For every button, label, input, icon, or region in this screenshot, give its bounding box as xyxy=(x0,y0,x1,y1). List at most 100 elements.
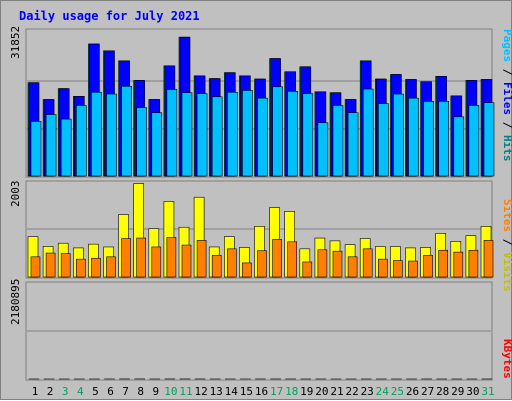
x-tick-label: 14 xyxy=(225,385,239,398)
panel-kbytes: 2180895 KBytes xyxy=(9,279,512,380)
x-tick-label: 7 xyxy=(122,385,129,398)
y-max-label-visits: 2003 xyxy=(9,181,22,208)
bar-pages xyxy=(348,113,358,176)
x-tick-label: 9 xyxy=(152,385,159,398)
bar-pages xyxy=(107,94,117,176)
bar-sites xyxy=(348,257,357,277)
bar-sites xyxy=(107,257,116,277)
bar-pages xyxy=(137,108,147,176)
bar-sites xyxy=(197,240,206,277)
legend-files: Files xyxy=(501,82,512,115)
bar-pages xyxy=(46,115,56,176)
bar-sites xyxy=(227,249,236,277)
bar-sites xyxy=(152,247,161,277)
bar-pages xyxy=(303,94,313,176)
bar-pages xyxy=(469,105,479,176)
x-tick-label: 27 xyxy=(421,385,434,398)
bar-pages xyxy=(258,98,268,176)
panel-hits-files-pages: 31852 Pages / Files / Hits xyxy=(9,26,512,177)
x-tick-label: 10 xyxy=(164,385,177,398)
bar-pages xyxy=(122,86,132,176)
legend-kbytes: KBytes xyxy=(501,339,512,379)
legend-separator: / xyxy=(501,115,512,135)
legend-visits: Visits xyxy=(501,252,512,292)
bar-sites xyxy=(288,242,297,277)
bar-pages xyxy=(31,121,41,176)
bar-sites xyxy=(258,251,267,277)
x-tick-label: 11 xyxy=(179,385,192,398)
x-tick-label: 19 xyxy=(300,385,313,398)
right-legend-text: KBytes xyxy=(501,339,512,379)
x-tick-label: 25 xyxy=(391,385,404,398)
x-tick-label: 2 xyxy=(47,385,54,398)
legend-sites: Sites xyxy=(501,199,512,232)
x-tick-label: 5 xyxy=(92,385,99,398)
bar-pages xyxy=(393,94,403,176)
x-tick-label: 4 xyxy=(77,385,84,398)
x-tick-label: 24 xyxy=(376,385,390,398)
x-tick-label: 18 xyxy=(285,385,298,398)
bar-pages xyxy=(242,90,252,176)
x-tick-label: 29 xyxy=(451,385,464,398)
bar-pages xyxy=(439,101,449,176)
legend-separator: / xyxy=(501,232,512,252)
y-max-label-kbytes: 2180895 xyxy=(9,279,22,325)
bar-pages xyxy=(91,92,101,176)
bar-sites xyxy=(363,249,372,277)
bar-pages xyxy=(424,101,434,176)
bar-pages xyxy=(333,105,343,176)
bar-pages xyxy=(318,123,328,176)
x-tick-label: 20 xyxy=(315,385,328,398)
bar-sites xyxy=(424,255,433,277)
bar-pages xyxy=(227,92,237,176)
x-tick-label: 17 xyxy=(270,385,283,398)
bar-sites xyxy=(333,251,342,277)
x-tick-label: 15 xyxy=(240,385,253,398)
bar-sites xyxy=(393,261,402,277)
bar-sites xyxy=(273,239,282,277)
x-tick-label: 13 xyxy=(210,385,223,398)
x-tick-label: 8 xyxy=(137,385,144,398)
bar-pages xyxy=(409,98,419,176)
bar-sites xyxy=(409,261,418,277)
bar-sites xyxy=(242,263,251,277)
bar-pages xyxy=(61,119,71,176)
bar-sites xyxy=(439,250,448,277)
y-max-label-hits: 31852 xyxy=(9,26,22,59)
bar-pages xyxy=(454,117,464,176)
x-tick-label: 6 xyxy=(107,385,114,398)
bar-sites xyxy=(46,253,55,277)
bar-sites xyxy=(303,262,312,277)
bar-pages xyxy=(288,91,298,176)
bar-sites xyxy=(378,259,387,277)
bar-sites xyxy=(31,257,40,277)
legend-hits: Hits xyxy=(501,135,512,162)
right-legend-hits-files-pages: Pages / Files / Hits xyxy=(501,29,512,162)
x-tick-label: 1 xyxy=(32,385,39,398)
x-tick-label: 26 xyxy=(406,385,419,398)
x-tick-label: 3 xyxy=(62,385,69,398)
x-tick-label: 16 xyxy=(255,385,268,398)
panel-visits-sites: 2003 Sites / Visits xyxy=(9,181,512,292)
bar-sites xyxy=(318,250,327,277)
bar-pages xyxy=(182,93,192,176)
bar-sites xyxy=(122,239,131,277)
bar-pages xyxy=(378,104,388,176)
bar-sites xyxy=(76,259,85,277)
bar-sites xyxy=(167,238,176,277)
bar-sites xyxy=(137,238,146,277)
bar-pages xyxy=(484,103,494,176)
bar-sites xyxy=(61,254,70,277)
bar-pages xyxy=(273,87,283,176)
chart-title: Daily usage for July 2021 xyxy=(19,9,200,23)
right-legend-text: Sites / Visits xyxy=(501,199,512,292)
legend-pages: Pages xyxy=(501,29,512,62)
bar-sites xyxy=(469,250,478,277)
x-tick-label: 23 xyxy=(361,385,374,398)
bar-pages xyxy=(197,94,207,176)
right-legend-visits-sites: Sites / Visits xyxy=(501,199,512,292)
bar-sites xyxy=(484,240,493,277)
